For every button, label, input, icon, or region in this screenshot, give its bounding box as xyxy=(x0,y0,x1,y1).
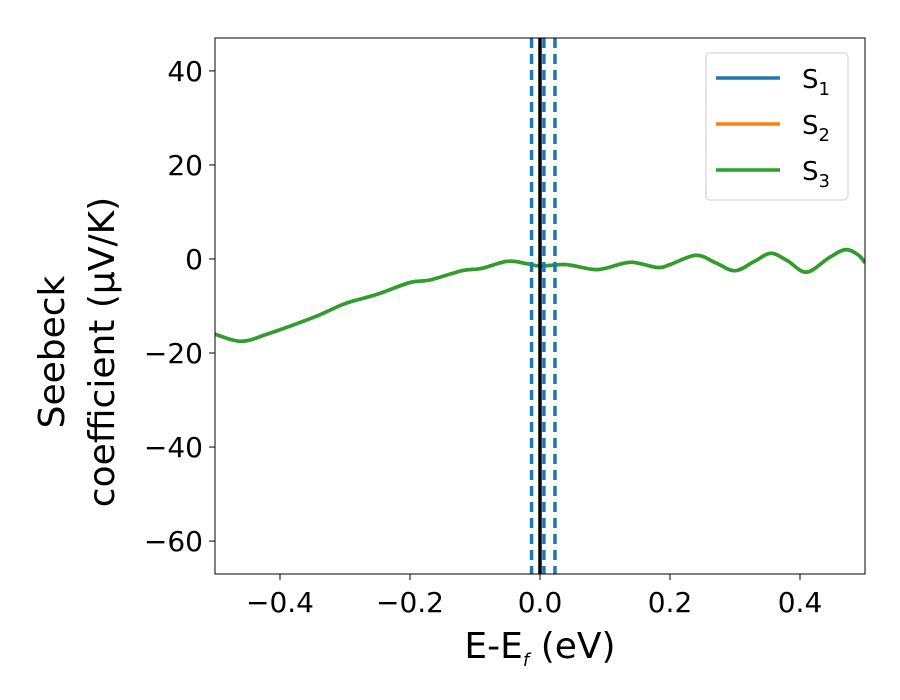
x-axis-label: E-Ef (eV) xyxy=(464,626,615,671)
x-tick-label: 0.2 xyxy=(648,586,693,619)
legend-label-S2: S2 xyxy=(802,111,830,146)
legend: S1 S2 S3 xyxy=(705,52,849,201)
legend-label-S1: S1 xyxy=(802,65,830,100)
svg-text:Seebeck: Seebeck xyxy=(32,275,73,428)
series-line-S3 xyxy=(215,247,865,344)
x-tick-label: −0.2 xyxy=(376,586,444,619)
legend-label-S3: S3 xyxy=(802,157,830,192)
x-tick-label: −0.4 xyxy=(246,586,314,619)
y-tick-label: 0 xyxy=(185,243,203,276)
y-tick-label: 40 xyxy=(167,55,203,88)
legend-box xyxy=(705,52,849,201)
x-tick-label: 0.4 xyxy=(778,586,823,619)
x-tick-label: 0.0 xyxy=(518,586,563,619)
svg-text:coefficient (μV/K): coefficient (μV/K) xyxy=(82,197,123,507)
y-axis-label: Seebeck coefficient (μV/K) xyxy=(32,197,123,507)
y-tick-label: −40 xyxy=(144,431,203,464)
y-tick-label: 20 xyxy=(167,149,203,182)
y-tick-label: −20 xyxy=(144,337,203,370)
y-tick-label: −60 xyxy=(144,525,203,558)
